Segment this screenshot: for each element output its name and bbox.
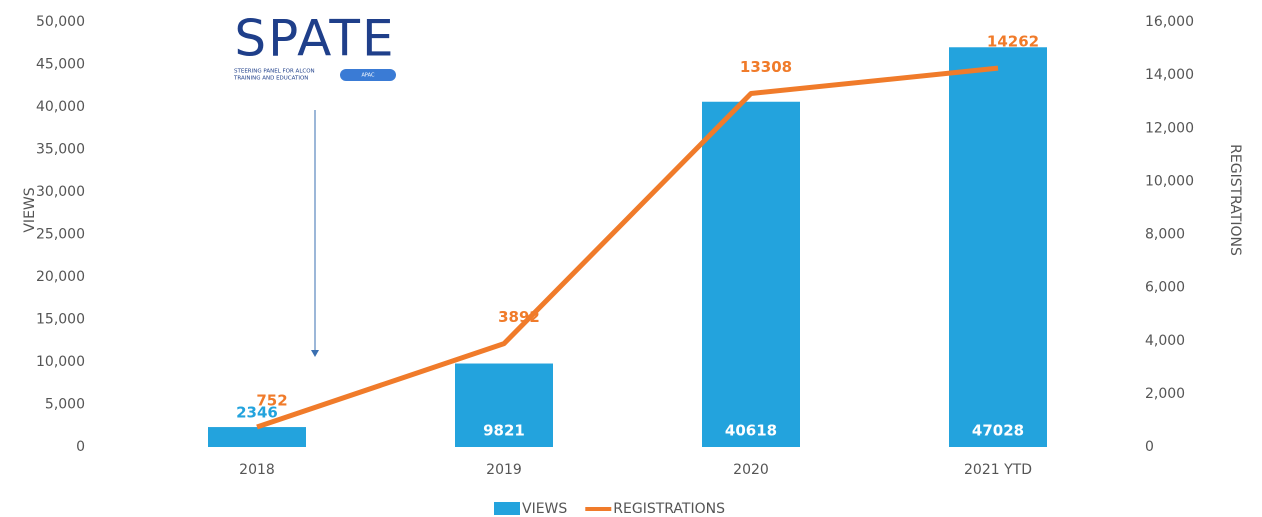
line xyxy=(256,65,999,430)
y2-tick-label: 10,000 xyxy=(1145,173,1194,189)
y2-tick-label: 12,000 xyxy=(1145,120,1194,136)
y-tick-label: 40,000 xyxy=(36,99,85,115)
logo-tag: APAC xyxy=(362,73,375,79)
value-label: 752 xyxy=(256,392,287,410)
value-label: 14262 xyxy=(987,33,1039,51)
y-tick-label: 5,000 xyxy=(45,397,85,413)
y2-tick-label: 14,000 xyxy=(1145,67,1194,83)
x-tick-label: 2021 YTD xyxy=(964,462,1032,478)
y-tick-label: 35,000 xyxy=(36,142,85,158)
value-label: 2346 xyxy=(236,404,278,422)
legend-label: REGISTRATIONS xyxy=(613,501,725,517)
logo-subtitle: TRAINING AND EDUCATION xyxy=(233,76,308,82)
bar xyxy=(208,427,306,447)
x-tick-label: 2018 xyxy=(239,462,275,478)
y-tick-label: 10,000 xyxy=(36,354,85,370)
value-label: 3892 xyxy=(498,308,540,326)
value-label: 13308 xyxy=(740,58,792,76)
bar xyxy=(702,101,800,447)
y-tick-label: 45,000 xyxy=(36,57,85,73)
logo: SPATE STEERING PANEL FOR ALCON TRAINING … xyxy=(233,10,396,357)
y2-tick-label: 0 xyxy=(1145,439,1154,455)
arrow-head xyxy=(311,350,319,357)
logo-tag-bg xyxy=(340,69,396,81)
y2-tick-label: 2,000 xyxy=(1145,386,1185,402)
logo-subtitle: STEERING PANEL FOR ALCON xyxy=(234,69,315,75)
bar xyxy=(455,363,553,447)
y-tick-label: 0 xyxy=(76,439,85,455)
legend-label: VIEWS xyxy=(522,501,567,517)
y2-tick-label: 8,000 xyxy=(1145,227,1185,243)
bar xyxy=(949,47,1047,448)
y-tick-label: 30,000 xyxy=(36,184,85,200)
y2-tick-label: 4,000 xyxy=(1145,333,1185,349)
y2-tick-label: 16,000 xyxy=(1145,14,1194,30)
y-tick-label: 20,000 xyxy=(36,269,85,285)
value-label: 9821 xyxy=(483,422,525,440)
y-tick-label: 15,000 xyxy=(36,312,85,328)
y-tick-label: 50,000 xyxy=(36,14,85,30)
y2-axis-label: REGISTRATIONS xyxy=(1227,144,1243,256)
x-tick-label: 2019 xyxy=(486,462,522,478)
value-label: 47028 xyxy=(972,422,1024,440)
logo-title: SPATE xyxy=(234,10,395,68)
y-tick-label: 25,000 xyxy=(36,227,85,243)
legend-swatch xyxy=(494,502,520,515)
y2-tick-label: 6,000 xyxy=(1145,280,1185,296)
y-axis-label: VIEWS xyxy=(22,187,38,232)
value-label: 40618 xyxy=(725,422,777,440)
x-tick-label: 2020 xyxy=(733,462,769,478)
